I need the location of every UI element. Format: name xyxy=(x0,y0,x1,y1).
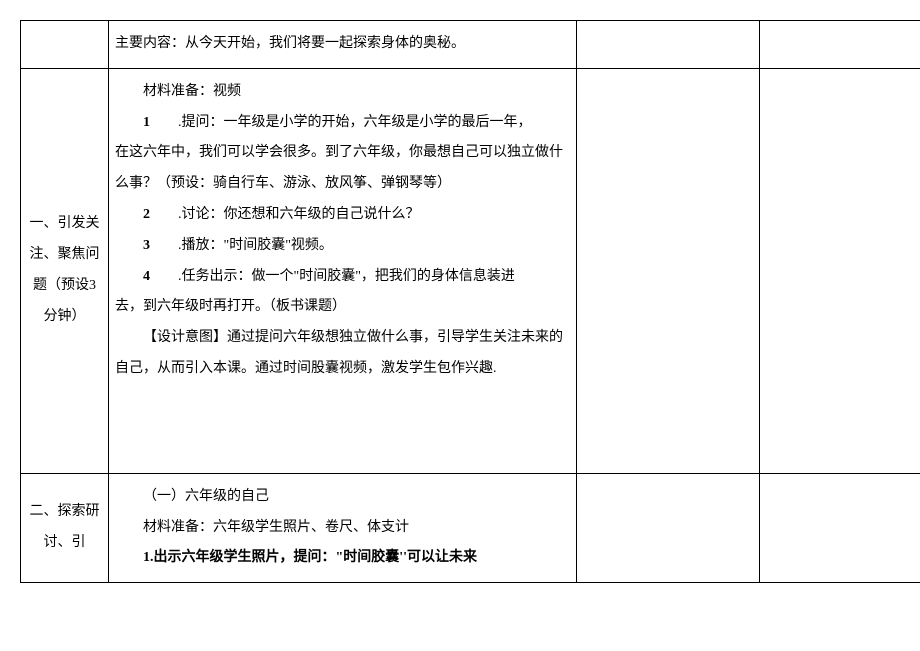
num-2: 2 xyxy=(143,200,150,231)
text-1-cont: 在这六年中，我们可以学会很多。到了六年级，你最想自己可以独立做什么事？（预设：骑… xyxy=(115,138,570,200)
row1-content-cell: 材料准备：视频 1 .提问：一年级是小学的开始，六年级是小学的最后一年， 在这六年… xyxy=(109,68,577,473)
table-row: 一、引发关注、聚焦问题（预设3分钟） 材料准备：视频 1 .提问：一年级是小学的开… xyxy=(21,68,920,473)
section-two-label: 二、探索研讨、引 xyxy=(27,497,102,559)
lesson-plan-table: 主要内容：从今天开始，我们将要一起探索身体的奥秘。 一、引发关注、聚焦问题（预设… xyxy=(20,20,920,583)
materials-prep: 材料准备：视频 xyxy=(115,77,570,108)
text-2-1: 1.出示六年级学生照片，提问："时间胶囊''可以让未来 xyxy=(143,550,477,565)
num-1: 1 xyxy=(143,108,150,139)
text-4: .任务出示：做一个"时间胶囊"，把我们的身体信息装进 xyxy=(178,269,515,284)
row2-empty1 xyxy=(577,473,760,582)
main-content-text: 主要内容：从今天开始，我们将要一起探索身体的奥秘。 xyxy=(115,29,570,60)
document-page: 主要内容：从今天开始，我们将要一起探索身体的奥秘。 一、引发关注、聚焦问题（预设… xyxy=(20,20,900,583)
row0-label-cell xyxy=(21,21,109,69)
item-1: 1 .提问：一年级是小学的开始，六年级是小学的最后一年， xyxy=(115,108,570,139)
row1-label-cell: 一、引发关注、聚焦问题（预设3分钟） xyxy=(21,68,109,473)
text-3: .播放："时间胶囊"视频。 xyxy=(178,238,333,253)
item-2: 2 .讨论：你还想和六年级的自己说什么？ xyxy=(115,200,570,231)
text-1: .提问：一年级是小学的开始，六年级是小学的最后一年， xyxy=(178,115,532,130)
item-4: 4 .任务出示：做一个"时间胶囊"，把我们的身体信息装进 xyxy=(115,262,570,293)
materials-prep-2: 材料准备：六年级学生照片、卷尺、体支计 xyxy=(115,513,570,544)
design-intent: 【设计意图】通过提问六年级想独立做什么事，引导学生关注未来的自己，从而引入本课。… xyxy=(115,323,570,385)
row1-empty1 xyxy=(577,68,760,473)
num-4: 4 xyxy=(143,262,150,293)
text-4-cont: 去，到六年级时再打开。（板书课题） xyxy=(115,292,570,323)
num-3: 3 xyxy=(143,231,150,262)
text-2: .讨论：你还想和六年级的自己说什么？ xyxy=(178,207,420,222)
row1-empty2 xyxy=(760,68,920,473)
item-2-1: 1.出示六年级学生照片，提问："时间胶囊''可以让未来 xyxy=(115,543,570,574)
row0-empty2 xyxy=(760,21,920,69)
section-one-label: 一、引发关注、聚焦问题（预设3分钟） xyxy=(27,209,102,332)
row2-label-cell: 二、探索研讨、引 xyxy=(21,473,109,582)
subheading: （一）六年级的自己 xyxy=(115,482,570,513)
table-row: 主要内容：从今天开始，我们将要一起探索身体的奥秘。 xyxy=(21,21,920,69)
row0-content-cell: 主要内容：从今天开始，我们将要一起探索身体的奥秘。 xyxy=(109,21,577,69)
row2-empty2 xyxy=(760,473,920,582)
item-3: 3 .播放："时间胶囊"视频。 xyxy=(115,231,570,262)
row2-content-cell: （一）六年级的自己 材料准备：六年级学生照片、卷尺、体支计 1.出示六年级学生照… xyxy=(109,473,577,582)
spacer xyxy=(115,385,570,465)
row0-empty1 xyxy=(577,21,760,69)
table-row: 二、探索研讨、引 （一）六年级的自己 材料准备：六年级学生照片、卷尺、体支计 1… xyxy=(21,473,920,582)
